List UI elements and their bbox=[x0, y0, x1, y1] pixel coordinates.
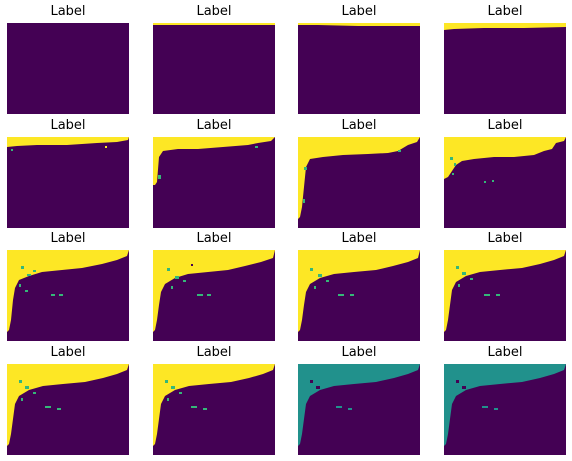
panel-title: Label bbox=[7, 343, 129, 363]
label-image bbox=[444, 364, 566, 455]
label-image bbox=[298, 23, 420, 114]
label-image bbox=[153, 364, 275, 455]
panel-title: Label bbox=[298, 2, 420, 22]
panel-title: Label bbox=[298, 343, 420, 363]
label-image bbox=[298, 250, 420, 341]
label-image bbox=[153, 137, 275, 228]
panel-title: Label bbox=[298, 229, 420, 249]
label-image bbox=[444, 23, 566, 114]
label-image bbox=[7, 250, 129, 341]
label-image bbox=[153, 250, 275, 341]
panel-title: Label bbox=[153, 343, 275, 363]
label-image bbox=[444, 250, 566, 341]
panel-title: Label bbox=[7, 2, 129, 22]
panel-title: Label bbox=[153, 229, 275, 249]
label-image bbox=[298, 364, 420, 455]
panel-title: Label bbox=[444, 2, 566, 22]
panel-title: Label bbox=[7, 116, 129, 136]
panel-title: Label bbox=[7, 229, 129, 249]
panel-title: Label bbox=[153, 116, 275, 136]
label-image bbox=[153, 23, 275, 114]
panel-title: Label bbox=[444, 229, 566, 249]
label-image bbox=[298, 137, 420, 228]
panel-title: Label bbox=[444, 116, 566, 136]
panel-title: Label bbox=[444, 343, 566, 363]
label-image bbox=[7, 23, 129, 114]
panel-title: Label bbox=[298, 116, 420, 136]
label-image bbox=[7, 364, 129, 455]
panel-title: Label bbox=[153, 2, 275, 22]
label-image bbox=[444, 137, 566, 228]
label-image bbox=[7, 137, 129, 228]
